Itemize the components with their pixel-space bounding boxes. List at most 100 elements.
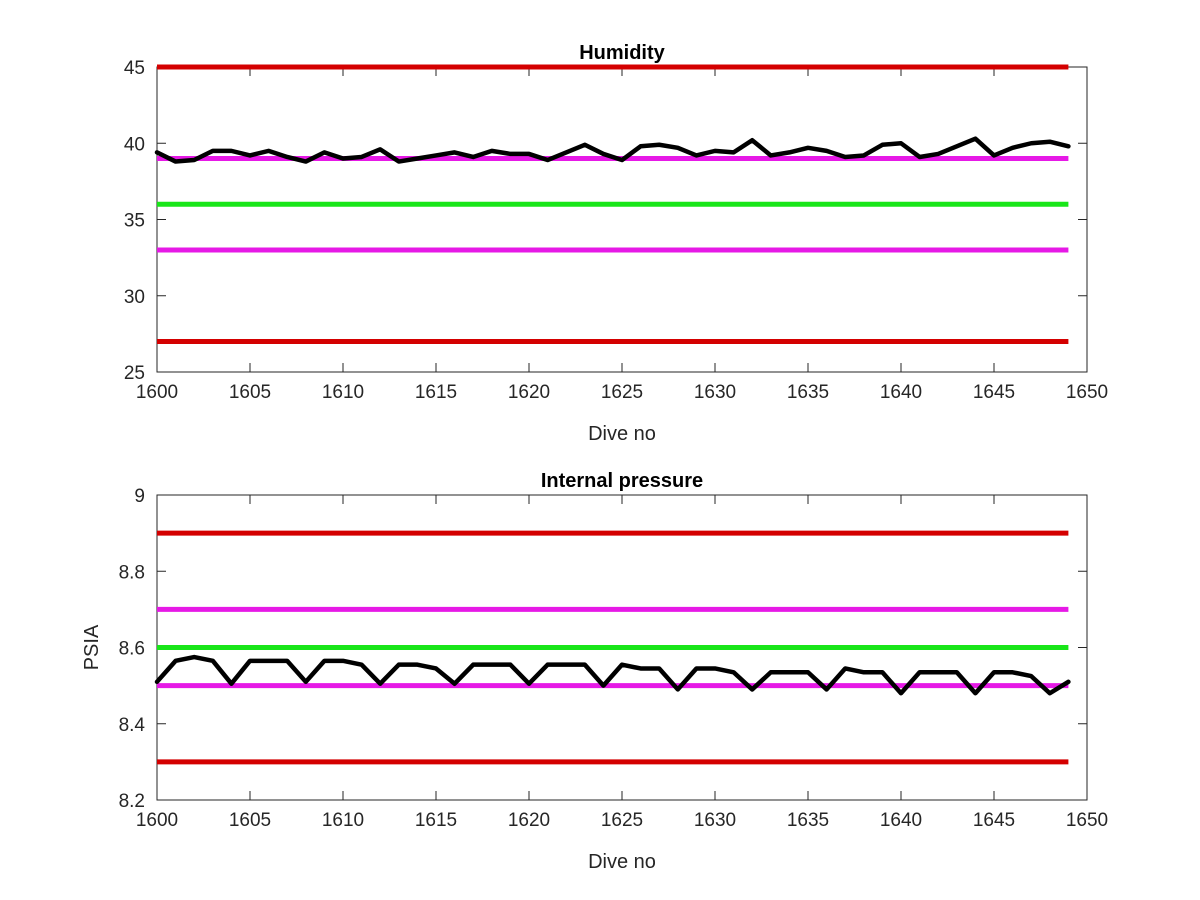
data-point (806, 146, 810, 150)
data-point (248, 659, 252, 663)
data-point (229, 149, 233, 153)
data-point (174, 160, 178, 164)
data-point (174, 659, 178, 663)
data-point (155, 150, 159, 154)
x-tick-label: 1635 (787, 382, 829, 403)
data-point (360, 663, 364, 667)
y-tick-label: 25 (124, 363, 145, 384)
data-point (862, 153, 866, 157)
x-axis-label: Dive no (588, 851, 656, 873)
y-tick-label: 35 (124, 211, 145, 232)
data-point (341, 659, 345, 663)
data-point (676, 687, 680, 691)
data-point (843, 155, 847, 159)
data-point (453, 682, 457, 686)
data-point (694, 153, 698, 157)
x-axis-label: Dive no (588, 423, 656, 445)
chart-title: Internal pressure (541, 470, 703, 492)
series-line (154, 654, 1071, 696)
data-point (713, 666, 717, 670)
y-axis-label: PSIA (81, 624, 103, 670)
data-point (490, 149, 494, 153)
data-point (787, 150, 791, 154)
data-point (267, 659, 271, 663)
data-point (862, 670, 866, 674)
data-point (322, 150, 326, 154)
data-point (676, 146, 680, 150)
data-point (397, 160, 401, 164)
data-point (843, 666, 847, 670)
data-point (1048, 691, 1052, 695)
data-point (992, 153, 996, 157)
data-point (583, 143, 587, 147)
x-tick-label: 1625 (601, 810, 643, 831)
data-point (211, 149, 215, 153)
data-point (378, 682, 382, 686)
data-point (918, 155, 922, 159)
data-point (304, 160, 308, 164)
data-point (899, 141, 903, 145)
x-tick-label: 1605 (229, 382, 271, 403)
x-tick-label: 1600 (136, 382, 178, 403)
y-tick-label: 45 (124, 58, 145, 79)
data-point (267, 149, 271, 153)
data-point (471, 155, 475, 159)
data-point (1011, 670, 1015, 674)
data-point (1011, 146, 1015, 150)
data-point (434, 153, 438, 157)
axes-box (156, 66, 1088, 373)
x-tick-label: 1645 (973, 382, 1015, 403)
data-point (453, 150, 457, 154)
data-point (657, 666, 661, 670)
x-tick-label: 1615 (415, 810, 457, 831)
data-point (564, 663, 568, 667)
data-point (732, 150, 736, 154)
data-point (955, 670, 959, 674)
y-tick-label: 40 (124, 134, 145, 155)
data-point (973, 137, 977, 141)
data-point (1029, 141, 1033, 145)
data-point (713, 149, 717, 153)
data-point (211, 659, 215, 663)
data-point (583, 663, 587, 667)
x-tick-label: 1640 (880, 382, 922, 403)
x-tick-label: 1605 (229, 810, 271, 831)
series-line (154, 136, 1071, 164)
humidity-chart: 1600 1605 1610 1615 1620 1625 1630 1635 1640 1645… (124, 42, 1108, 445)
x-tick-label: 1620 (508, 382, 550, 403)
data-point (415, 663, 419, 667)
data-point (825, 149, 829, 153)
data-point (769, 670, 773, 674)
data-point (285, 659, 289, 663)
data-point (694, 666, 698, 670)
data-point (750, 687, 754, 691)
data-point (1066, 680, 1070, 684)
data-point (973, 691, 977, 695)
y-tick-label: 8.6 (119, 639, 145, 660)
data-point (880, 143, 884, 147)
data-point (639, 144, 643, 148)
y-tick-label: 8.2 (119, 791, 145, 812)
x-tick-label: 1610 (322, 382, 364, 403)
data-point (601, 152, 605, 156)
data-point (546, 158, 550, 162)
data-point (825, 687, 829, 691)
data-point (1048, 140, 1052, 144)
data-point (918, 670, 922, 674)
data-point (527, 682, 531, 686)
data-point (564, 150, 568, 154)
data-point (806, 670, 810, 674)
internal-pressure-chart: 1600 1605 1610 1615 1620 1625 1630 1635 1640 1645… (81, 470, 1108, 873)
data-point (229, 682, 233, 686)
x-tick-label: 1645 (973, 810, 1015, 831)
x-tick-label: 1600 (136, 810, 178, 831)
data-point (936, 152, 940, 156)
data-point (732, 670, 736, 674)
y-tick-label: 8.8 (119, 562, 145, 583)
data-point (1066, 144, 1070, 148)
data-point (378, 147, 382, 151)
x-tick-label: 1640 (880, 810, 922, 831)
x-tick-label: 1630 (694, 382, 736, 403)
data-point (769, 153, 773, 157)
